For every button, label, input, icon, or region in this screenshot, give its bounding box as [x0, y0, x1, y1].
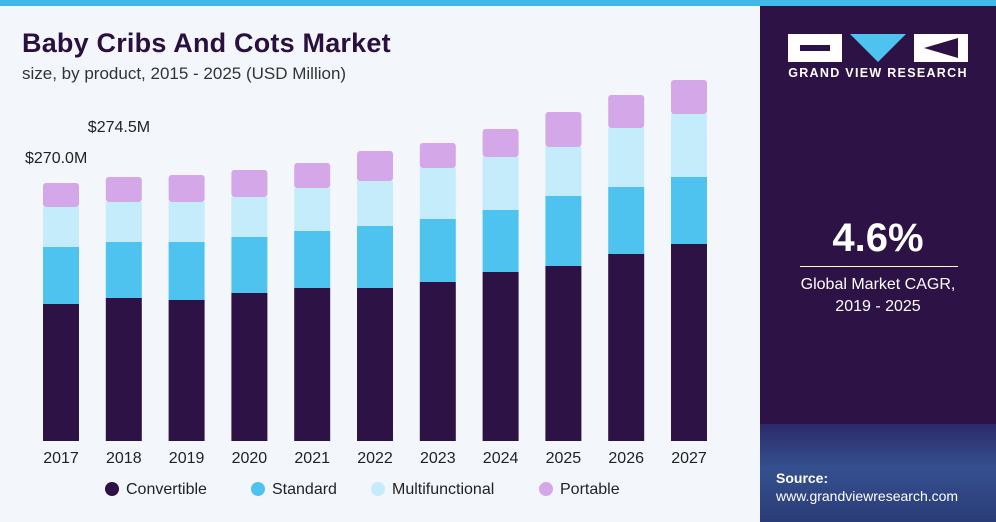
bar-segment-multifunctional-2024	[482, 157, 519, 210]
legend-swatch-convertible	[105, 482, 119, 496]
bar-segment-standard-2022	[357, 226, 393, 288]
bar-segment-portable-2019	[168, 175, 205, 202]
bar-segment-portable-2025	[545, 112, 582, 147]
bar-segment-multifunctional-2023	[419, 168, 456, 219]
bar-segment-portable-2021	[294, 163, 331, 188]
bar-segment-multifunctional-2027	[671, 114, 707, 177]
bar-segment-portable-2027	[671, 80, 707, 114]
bar-segment-portable-2026	[608, 95, 645, 128]
chart-panel: 2017 2018 2019 2020 2021 2022 2023 2024 2025 2026…	[0, 6, 760, 522]
x-tick-label-2025: 2025	[546, 450, 582, 467]
x-tick-label-2023: 2023	[420, 450, 456, 467]
grand-view-research-logo-icon	[788, 34, 968, 62]
x-tick-label-2021: 2021	[294, 450, 330, 467]
bar-segment-convertible-2017	[43, 304, 79, 441]
logo-text: GRAND VIEW RESEARCH	[788, 66, 968, 80]
bar-segment-convertible-2023	[419, 282, 456, 441]
bar-segment-portable-2018	[105, 177, 142, 202]
x-tick-label-2018: 2018	[106, 450, 142, 467]
bar-segment-standard-2024	[482, 210, 519, 272]
chart-title: Baby Cribs And Cots Market	[22, 28, 391, 58]
x-tick-label-2020: 2020	[232, 450, 268, 467]
legend-swatch-multifunctional	[371, 482, 385, 496]
bar-segment-multifunctional-2026	[608, 128, 645, 187]
bar-segment-convertible-2024	[482, 272, 519, 441]
x-tick-label-2024: 2024	[483, 450, 519, 467]
cagr-divider	[800, 266, 958, 267]
bar-segment-multifunctional-2020	[231, 197, 268, 237]
bar-segment-standard-2027	[671, 177, 707, 244]
legend-label-portable: Portable	[560, 481, 620, 498]
stacked-bar-chart: 2017 2018 2019 2020 2021 2022 2023 2024 2025 2026…	[25, 80, 707, 498]
cagr-label-line1: Global Market CAGR,	[800, 276, 956, 293]
legend-label-multifunctional: Multifunctional	[392, 481, 494, 498]
bar-segment-standard-2019	[168, 242, 205, 300]
bar-segment-standard-2017	[43, 247, 79, 304]
bar-segment-standard-2023	[419, 219, 456, 282]
cagr-label-line2: 2019 - 2025	[835, 298, 921, 315]
bar-segment-portable-2024	[482, 129, 519, 157]
bar-segment-multifunctional-2022	[357, 181, 393, 226]
cagr-label: Global Market CAGR, 2019 - 2025	[760, 274, 996, 318]
x-tick-label-2019: 2019	[169, 450, 205, 467]
bar-segment-portable-2020	[231, 170, 268, 197]
bar-segment-multifunctional-2021	[294, 188, 331, 231]
value-annotation-2017: $270.0M	[25, 150, 87, 167]
chart-subtitle: size, by product, 2015 - 2025 (USD Milli…	[22, 64, 347, 83]
legend-swatch-standard	[251, 482, 265, 496]
bar-segment-convertible-2019	[168, 300, 205, 441]
legend-label-standard: Standard	[272, 481, 337, 498]
x-tick-label-2022: 2022	[357, 450, 393, 467]
source-url[interactable]: www.grandviewresearch.com	[776, 488, 959, 504]
cagr-value: 4.6%	[832, 216, 924, 260]
value-annotation-2018: $274.5M	[88, 119, 150, 136]
bar-segment-standard-2025	[545, 196, 582, 266]
sidebar: GRAND VIEW RESEARCH 4.6% Global Market C…	[760, 6, 996, 522]
bar-segment-standard-2026	[608, 187, 645, 254]
bar-segment-convertible-2026	[608, 254, 645, 441]
bar-segment-convertible-2025	[545, 266, 582, 441]
bar-segment-portable-2022	[357, 151, 393, 181]
legend-swatch-portable	[539, 482, 553, 496]
x-tick-label-2017: 2017	[43, 450, 79, 467]
bar-segment-multifunctional-2018	[105, 202, 142, 242]
bar-segment-portable-2023	[419, 143, 456, 168]
x-tick-label-2027: 2027	[671, 450, 707, 467]
source-label: Source:	[776, 470, 829, 486]
bar-segment-standard-2018	[105, 242, 142, 298]
sidebar-footer-band	[760, 424, 996, 522]
bar-segment-convertible-2021	[294, 288, 331, 441]
bar-segment-convertible-2027	[671, 244, 707, 441]
legend-label-convertible: Convertible	[126, 481, 207, 498]
bar-segment-standard-2020	[231, 237, 268, 293]
top-accent-line	[0, 0, 996, 6]
bar-segment-portable-2017	[43, 183, 79, 207]
bar-segment-standard-2021	[294, 231, 331, 288]
x-tick-label-2026: 2026	[608, 450, 644, 467]
bar-segment-convertible-2020	[231, 293, 268, 441]
bar-segment-multifunctional-2019	[168, 202, 205, 242]
bar-segment-multifunctional-2017	[43, 207, 79, 247]
bar-segment-convertible-2018	[105, 298, 142, 441]
bar-segment-multifunctional-2025	[545, 147, 582, 196]
bar-segment-convertible-2022	[357, 288, 393, 441]
